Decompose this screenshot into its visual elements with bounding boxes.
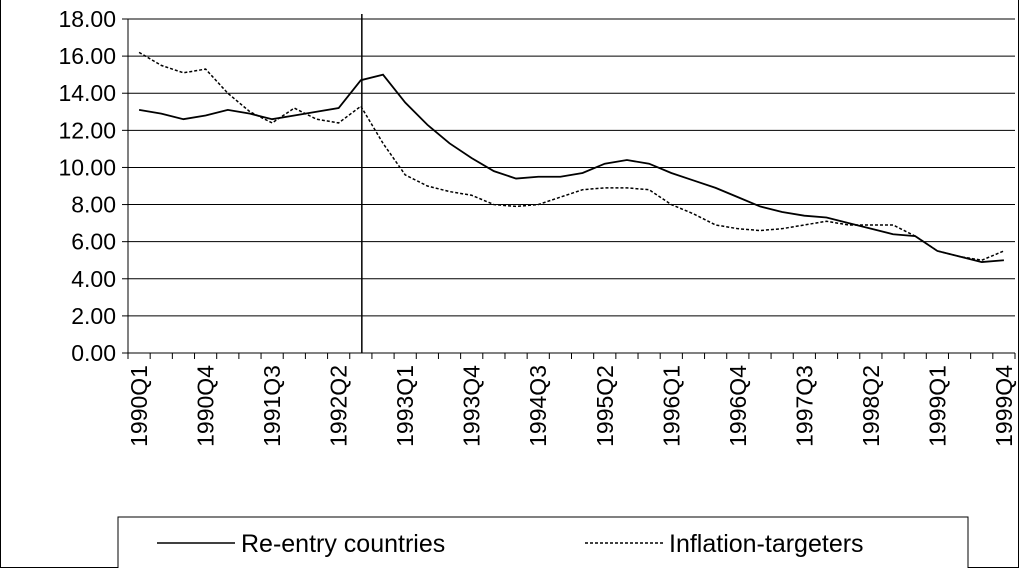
x-tick-label: 1990Q4 — [193, 365, 219, 447]
y-tick-label: 6.00 — [71, 229, 116, 255]
y-tick-label: 16.00 — [58, 43, 116, 69]
y-tick-label: 0.00 — [71, 340, 116, 366]
x-tick-label: 1998Q2 — [858, 365, 884, 447]
x-tick-label: 1994Q3 — [525, 365, 551, 447]
x-tick-label: 1993Q1 — [392, 365, 418, 447]
y-tick-label: 4.00 — [71, 266, 116, 292]
x-tick-label: 1991Q3 — [259, 365, 285, 447]
x-tick-label: 1995Q2 — [592, 365, 618, 447]
y-tick-label: 14.00 — [58, 80, 116, 106]
x-tick-label: 1996Q1 — [658, 365, 684, 447]
y-tick-label: 2.00 — [71, 303, 116, 329]
x-tick-label: 1997Q3 — [791, 365, 817, 447]
y-tick-label: 12.00 — [58, 117, 116, 143]
x-tick-label: 1999Q4 — [991, 365, 1017, 447]
x-tick-label: 1990Q1 — [126, 365, 152, 447]
x-tick-label: 1992Q2 — [326, 365, 352, 447]
legend-label: Inflation-targeters — [669, 530, 864, 558]
legend-box — [117, 516, 969, 568]
x-tick-label: 1993Q4 — [459, 365, 485, 447]
x-tick-label: 1996Q4 — [725, 365, 751, 447]
y-tick-label: 18.00 — [58, 6, 116, 32]
y-tick-label: 8.00 — [71, 192, 116, 218]
x-tick-label: 1999Q1 — [924, 365, 950, 447]
series-line — [138, 51, 1005, 261]
series-line — [138, 73, 1004, 263]
legend-label: Re-entry countries — [241, 530, 445, 558]
y-tick-label: 10.00 — [58, 154, 116, 180]
